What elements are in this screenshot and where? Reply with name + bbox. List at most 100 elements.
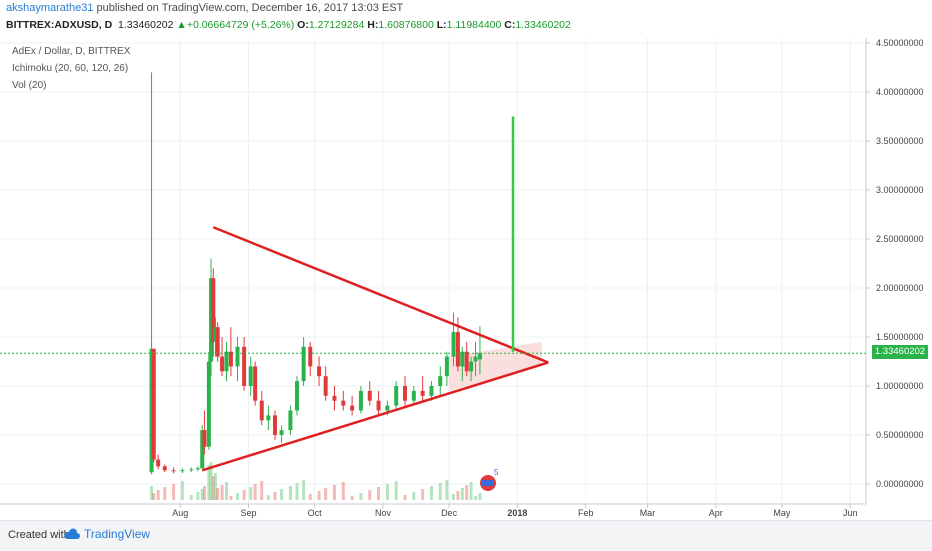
volume-bar bbox=[242, 490, 246, 500]
price-chart[interactable]: 4.50000000 4.00000000 3.50000000 3.00000000… bbox=[0, 34, 932, 520]
volume-bar bbox=[213, 473, 217, 500]
volume-bar bbox=[460, 488, 464, 500]
time-axis: Aug Sep Oct Nov Dec 2018 Feb Mar Apr May Jun bbox=[172, 504, 857, 518]
volume-bar bbox=[350, 496, 354, 500]
candlesticks bbox=[149, 72, 482, 475]
y-tick-label: 4.50000000 bbox=[876, 38, 924, 48]
tradingview-logo[interactable]: TradingView bbox=[64, 527, 150, 541]
x-tick-label: 2018 bbox=[507, 508, 527, 518]
candle-body bbox=[429, 386, 434, 396]
x-tick-label: May bbox=[773, 508, 791, 518]
price-axis: 4.50000000 4.00000000 3.50000000 3.00000000… bbox=[866, 38, 924, 489]
candle-body bbox=[308, 346, 313, 367]
high-value: 1.60876800 bbox=[378, 19, 434, 31]
candle-body bbox=[206, 361, 211, 447]
triangle-lower-line bbox=[201, 361, 549, 472]
volume-bar bbox=[469, 482, 473, 500]
volume-bar bbox=[341, 482, 345, 500]
volume-bar bbox=[280, 489, 284, 500]
candle-body bbox=[242, 346, 247, 386]
candle-body bbox=[228, 351, 233, 367]
candle-body bbox=[385, 405, 390, 411]
volume-bar bbox=[209, 462, 213, 500]
candle-body bbox=[317, 366, 322, 377]
author-link[interactable]: akshaymarathe31 bbox=[6, 2, 94, 14]
candle-body bbox=[235, 346, 240, 367]
candle-body bbox=[451, 332, 456, 357]
volume-bar bbox=[438, 483, 442, 500]
candle-body bbox=[350, 405, 355, 411]
x-tick-label: Sep bbox=[241, 508, 257, 518]
volume-bar bbox=[200, 489, 204, 500]
volume-bar bbox=[332, 485, 336, 500]
low-label: L: bbox=[436, 19, 447, 31]
candle-body bbox=[455, 332, 460, 367]
candle-body bbox=[473, 356, 478, 362]
publish-info: akshaymarathe31 published on TradingView… bbox=[6, 2, 403, 14]
chart-title: AdEx / Dollar, D, BITTREX bbox=[12, 46, 131, 57]
candle-body bbox=[477, 353, 482, 360]
close-label: C: bbox=[504, 19, 516, 31]
volume-bar bbox=[260, 481, 264, 500]
volume-legend[interactable]: Vol (20) bbox=[12, 80, 47, 91]
volume-bar bbox=[236, 493, 240, 500]
candle-body bbox=[444, 356, 449, 377]
candle-body bbox=[151, 348, 156, 460]
volume-bar bbox=[429, 486, 433, 500]
volume-bar bbox=[180, 481, 184, 500]
volume-bar bbox=[445, 480, 449, 500]
close-value: 1.33460202 bbox=[515, 19, 571, 31]
candle-body bbox=[394, 386, 399, 406]
candle-body bbox=[220, 356, 225, 372]
candle-body bbox=[195, 468, 200, 470]
ichimoku-cloud bbox=[449, 341, 542, 391]
candle-body bbox=[279, 430, 284, 435]
last-price: 1.33460202 bbox=[118, 19, 174, 31]
x-tick-label: Dec bbox=[441, 508, 458, 518]
candle-body bbox=[200, 430, 205, 469]
candle-body bbox=[460, 351, 465, 367]
x-tick-label: Apr bbox=[709, 508, 723, 518]
volume-bar bbox=[189, 495, 193, 500]
volume-bar bbox=[377, 487, 381, 500]
candle-body bbox=[323, 376, 328, 396]
candle-body bbox=[420, 390, 425, 396]
y-tick-label: 1.50000000 bbox=[876, 332, 924, 342]
volume-bar bbox=[224, 482, 228, 500]
x-tick-label: Mar bbox=[640, 508, 656, 518]
candle-body bbox=[341, 400, 346, 406]
low-value: 1.11984400 bbox=[446, 19, 502, 31]
volume-bars bbox=[150, 462, 482, 500]
candle-body bbox=[149, 348, 154, 473]
candle-body bbox=[272, 415, 277, 435]
candle-body bbox=[189, 469, 194, 471]
event-flag-icon[interactable]: 5 bbox=[480, 468, 499, 491]
ichimoku-legend[interactable]: Ichimoku (20, 60, 120, 26) bbox=[12, 63, 129, 74]
volume-bar bbox=[253, 484, 257, 500]
cloud-logo-icon bbox=[64, 528, 80, 539]
volume-bar bbox=[368, 490, 372, 500]
volume-bar bbox=[266, 495, 270, 500]
candle-body bbox=[253, 366, 258, 401]
volume-bar bbox=[302, 480, 306, 500]
volume-bar bbox=[152, 493, 156, 500]
y-tick-label: 4.00000000 bbox=[876, 87, 924, 97]
open-value: 1.27129284 bbox=[308, 19, 365, 31]
volume-bar bbox=[288, 486, 292, 500]
candle-body bbox=[295, 381, 300, 411]
ohlc-bar: BITTREX:ADXUSD, D 1.33460202 ▲+0.0666472… bbox=[6, 19, 571, 31]
x-tick-label: Aug bbox=[172, 508, 188, 518]
last-price-tag: 1.33460202 bbox=[872, 345, 928, 359]
x-tick-label: Jun bbox=[843, 508, 858, 518]
y-tick-label: 2.00000000 bbox=[876, 283, 924, 293]
candle-body bbox=[367, 390, 372, 401]
drawings bbox=[201, 116, 549, 472]
open-label: O: bbox=[297, 19, 309, 31]
volume-bar bbox=[202, 486, 206, 500]
change-value: +0.06664729 (+5.26%) bbox=[186, 19, 295, 31]
published-text: published on TradingView.com, December 1… bbox=[96, 2, 404, 14]
volume-bar bbox=[403, 495, 407, 500]
triangle-upper-line bbox=[212, 226, 549, 364]
created-with-label: Created with bbox=[8, 529, 70, 541]
candle-body bbox=[202, 430, 207, 447]
